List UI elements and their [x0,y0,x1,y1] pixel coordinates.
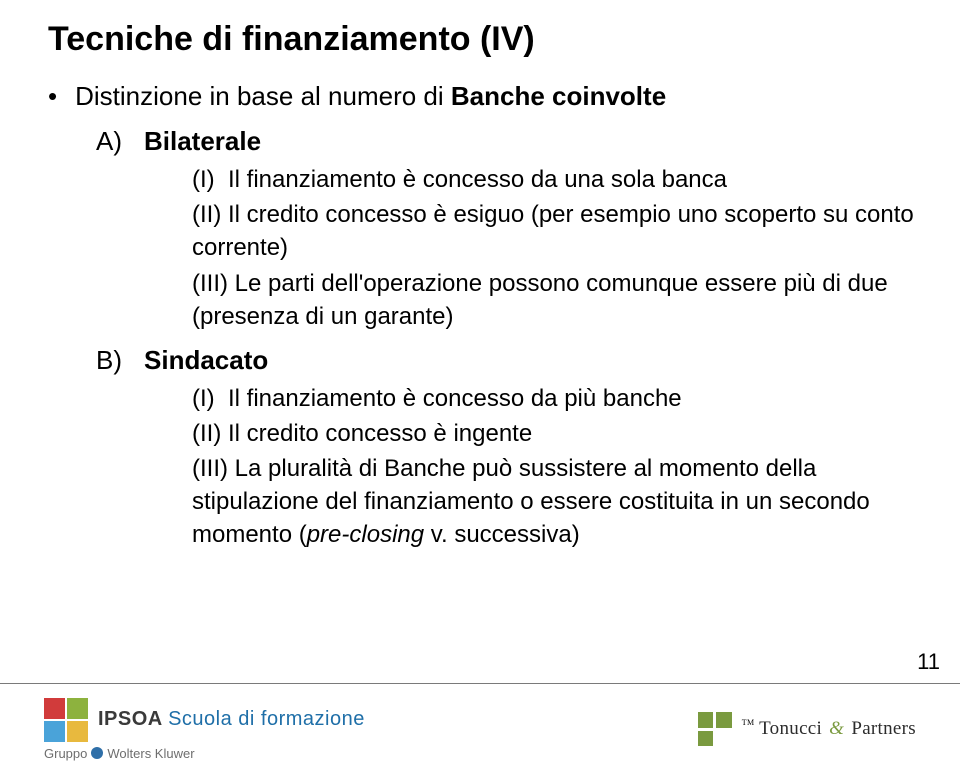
logo-tonucci-block: TM Tonucci & Partners [698,712,916,746]
tp-amp: & [827,718,846,739]
roman: (II) [192,201,221,228]
section-a-label: Bilaterale [144,126,261,157]
wk-circle-icon [91,747,103,759]
roman: (III) [192,270,228,297]
wk-group: Gruppo [44,746,87,761]
slide-body: Tecniche di finanziamento (IV) • Distinz… [0,0,960,775]
tp-square-icon [698,712,732,746]
item-b-2: (II) Il credito concesso è ingente [192,417,920,450]
item-text: Il finanziamento è concesso da una sola … [228,166,727,193]
section-b-items: (I) Il finanziamento è concesso da più b… [192,382,920,552]
tp-text: TM Tonucci & Partners [742,718,916,740]
item-text: Le parti dell'operazione possono comunqu… [192,270,888,330]
item-text: Il finanziamento è concesso da più banch… [228,385,682,412]
root-bullet-row: • Distinzione in base al numero di Banch… [48,81,920,112]
section-b-letter: B) [96,345,144,376]
section-b-header: B) Sindacato [96,345,920,376]
section-a-items: (I) Il finanziamento è concesso da una s… [192,163,920,333]
roman: (I) [192,385,215,412]
wk-name: Wolters Kluwer [107,746,194,761]
footer-rule [0,683,960,684]
item-a-3: (III) Le parti dell'operazione possono c… [192,267,920,333]
page-number: 11 [917,649,940,675]
sq1 [44,698,65,719]
ipsoa-line1: IPSOA Scuola di formazione [98,708,365,731]
sq4 [67,721,88,742]
root-bullet-text: Distinzione in base al numero di Banche … [75,81,666,112]
item-after: v. successiva) [424,521,580,548]
item-a-1: (I) Il finanziamento è concesso da una s… [192,163,920,196]
tm-mark: TM [742,718,755,727]
section-b-label: Sindacato [144,345,268,376]
tp-name-1: Tonucci [759,718,827,739]
tp-c4 [716,731,732,747]
ipsoa-square-icon [44,698,88,742]
root-bullet-plain: Distinzione in base al numero di [75,81,451,111]
tp-c1 [698,712,714,728]
sq2 [67,698,88,719]
ipsoa-sub: Scuola di formazione [168,708,365,730]
logo-ipsoa-top: IPSOA Scuola di formazione [44,698,365,742]
section-a-header: A) Bilaterale [96,126,920,157]
item-text: Il credito concesso è ingente [228,420,532,447]
bullet-marker: • [48,81,57,112]
sq3 [44,721,65,742]
wk-row: Gruppo Wolters Kluwer [44,746,195,761]
section-list: A) Bilaterale (I) Il finanziamento è con… [96,126,920,551]
ipsoa-brand: IPSOA [98,708,162,730]
item-italic: pre-closing [307,521,424,548]
ipsoa-text: IPSOA Scuola di formazione [98,708,365,731]
footer-logos: IPSOA Scuola di formazione Gruppo Wolter… [0,683,960,775]
item-a-2: (II) Il credito concesso è esiguo (per e… [192,198,920,264]
item-b-3: (III) La pluralità di Banche può sussist… [192,452,920,551]
tp-c2 [716,712,732,728]
logo-ipsoa-block: IPSOA Scuola di formazione Gruppo Wolter… [44,698,365,761]
slide-footer: IPSOA Scuola di formazione Gruppo Wolter… [0,683,960,775]
logo-ipsoa-stack: IPSOA Scuola di formazione Gruppo Wolter… [44,698,365,761]
slide-title: Tecniche di finanziamento (IV) [48,20,920,59]
root-bullet-bold: Banche coinvolte [451,81,666,111]
roman: (I) [192,166,215,193]
tp-c3 [698,731,714,747]
roman: (II) [192,420,221,447]
item-b-1: (I) Il finanziamento è concesso da più b… [192,382,920,415]
item-text: Il credito concesso è esiguo (per esempi… [192,201,914,261]
section-a-letter: A) [96,126,144,157]
tp-name-2: Partners [851,718,916,739]
roman: (III) [192,455,228,482]
